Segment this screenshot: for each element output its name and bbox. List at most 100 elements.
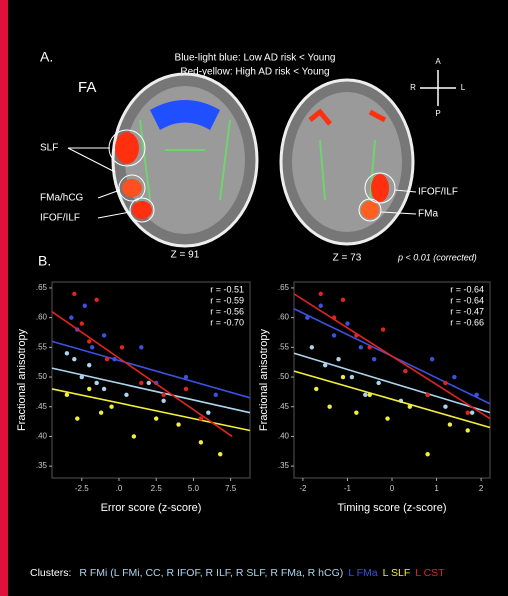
point bbox=[430, 357, 434, 361]
point bbox=[425, 452, 429, 456]
point bbox=[466, 410, 470, 414]
y-tick-label: .55 bbox=[278, 342, 290, 351]
y-tick-label: .45 bbox=[36, 402, 48, 411]
point bbox=[368, 345, 372, 349]
x-tick-label: 2 bbox=[479, 484, 484, 493]
point bbox=[75, 416, 79, 420]
correlation-label: r = -0.64 bbox=[450, 284, 484, 294]
point bbox=[72, 357, 76, 361]
point bbox=[199, 416, 203, 420]
point bbox=[206, 410, 210, 414]
x-tick-label: 1 bbox=[434, 484, 439, 493]
point bbox=[161, 399, 165, 403]
significance: p < 0.01 (corrected) bbox=[397, 252, 477, 262]
point bbox=[139, 345, 143, 349]
x-tick-label: -2.5 bbox=[75, 484, 89, 493]
y-tick-label: .40 bbox=[36, 432, 48, 441]
y-tick-label: .35 bbox=[36, 461, 48, 470]
compass-label: A bbox=[435, 57, 441, 66]
point bbox=[345, 321, 349, 325]
y-axis-title: Fractional anisotropy bbox=[16, 328, 28, 431]
cluster bbox=[122, 179, 142, 197]
x-axis-title: Error score (z-score) bbox=[101, 502, 202, 514]
region-label: IFOF/ILF bbox=[40, 213, 80, 224]
y-tick-label: .45 bbox=[278, 402, 290, 411]
x-axis-title: Timing score (z-score) bbox=[338, 502, 447, 514]
point bbox=[359, 345, 363, 349]
point bbox=[350, 375, 354, 379]
region-label: SLF bbox=[40, 143, 58, 154]
legend-title: Clusters: bbox=[30, 567, 71, 579]
legend-entry: L SLF bbox=[383, 567, 411, 579]
x-tick-label: 2.5 bbox=[151, 484, 163, 493]
point bbox=[176, 422, 180, 426]
point bbox=[87, 339, 91, 343]
point bbox=[184, 387, 188, 391]
brain-tissue bbox=[292, 92, 402, 232]
point bbox=[452, 375, 456, 379]
x-tick-label: 7.5 bbox=[225, 484, 237, 493]
point bbox=[341, 298, 345, 302]
point bbox=[385, 416, 389, 420]
slice-label: Z = 73 bbox=[333, 253, 362, 264]
point bbox=[425, 393, 429, 397]
point bbox=[83, 304, 87, 308]
correlation-label: r = -0.59 bbox=[210, 295, 244, 305]
point bbox=[120, 345, 124, 349]
point bbox=[132, 434, 136, 438]
cluster bbox=[132, 201, 152, 219]
point bbox=[403, 369, 407, 373]
point bbox=[147, 381, 151, 385]
figure: A. Blue-light blue: Low AD risk < Young … bbox=[0, 0, 508, 596]
legend-entry: L CST bbox=[415, 567, 445, 579]
point bbox=[218, 452, 222, 456]
point bbox=[376, 381, 380, 385]
point bbox=[199, 440, 203, 444]
cluster bbox=[371, 174, 389, 202]
point bbox=[65, 393, 69, 397]
correlation-label: r = -0.70 bbox=[210, 317, 244, 327]
y-tick-label: .55 bbox=[36, 342, 48, 351]
panel-label: A. bbox=[40, 49, 53, 65]
region-label: IFOF/ILF bbox=[418, 187, 458, 198]
y-tick-label: .60 bbox=[278, 313, 290, 322]
point bbox=[94, 298, 98, 302]
point bbox=[72, 292, 76, 296]
compass-label: P bbox=[435, 109, 440, 118]
correlation-label: r = -0.64 bbox=[450, 295, 484, 305]
point bbox=[90, 345, 94, 349]
point bbox=[319, 304, 323, 308]
point bbox=[443, 405, 447, 409]
panel-label: B. bbox=[38, 253, 51, 269]
point bbox=[443, 381, 447, 385]
point bbox=[319, 292, 323, 296]
point bbox=[154, 416, 158, 420]
correlation-label: r = -0.51 bbox=[210, 284, 244, 294]
slice-label: Z = 91 bbox=[171, 250, 200, 261]
correlation-label: r = -0.66 bbox=[450, 317, 484, 327]
point bbox=[314, 387, 318, 391]
point bbox=[87, 387, 91, 391]
point bbox=[102, 333, 106, 337]
point bbox=[65, 351, 69, 355]
point bbox=[332, 333, 336, 337]
x-tick-label: .0 bbox=[116, 484, 123, 493]
point bbox=[448, 422, 452, 426]
x-tick-label: 0 bbox=[390, 484, 395, 493]
y-tick-label: .50 bbox=[278, 372, 290, 381]
legend-entry: L FMa bbox=[348, 567, 378, 579]
legend: Clusters: R FMi (L FMi, CC, R IFOF, R IL… bbox=[30, 567, 445, 579]
x-tick-label: 5.0 bbox=[188, 484, 200, 493]
point bbox=[109, 405, 113, 409]
point bbox=[327, 405, 331, 409]
point bbox=[310, 345, 314, 349]
point bbox=[214, 393, 218, 397]
point bbox=[94, 381, 98, 385]
point bbox=[102, 387, 106, 391]
point bbox=[336, 357, 340, 361]
point bbox=[139, 381, 143, 385]
correlation-label: r = -0.47 bbox=[450, 306, 484, 316]
y-tick-label: .35 bbox=[278, 461, 290, 470]
compass-label: L bbox=[461, 83, 466, 92]
x-tick-label: -2 bbox=[299, 484, 307, 493]
